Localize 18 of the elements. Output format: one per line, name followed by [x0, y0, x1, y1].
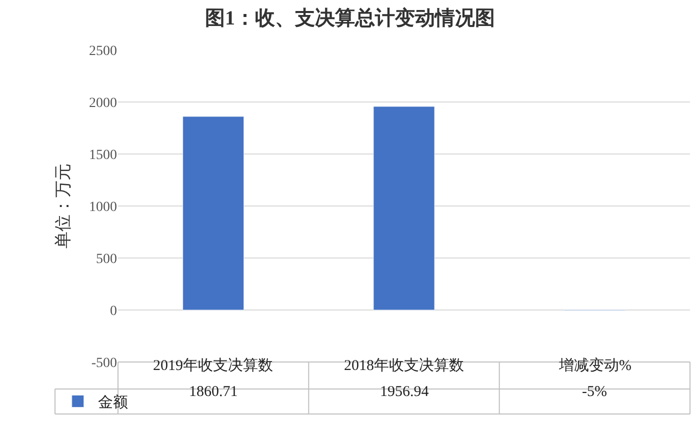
x-tick-label: 2018年收支决算数 — [344, 357, 464, 374]
chart-title: 图1：收、支决算总计变动情况图 — [205, 6, 495, 30]
data-label: 1860.71 — [189, 384, 238, 400]
bar — [182, 116, 244, 310]
y-tick-label: 500 — [96, 252, 117, 267]
x-tick-label: 增减变动% — [558, 357, 632, 374]
y-tick-label: 1500 — [89, 148, 117, 163]
y-tick-label: 1000 — [89, 200, 117, 215]
x-tick-label: 2019年收支决算数 — [153, 357, 273, 374]
y-tick-label: -500 — [91, 356, 117, 371]
data-label: -5% — [582, 384, 607, 400]
y-tick-label: 2000 — [89, 96, 117, 111]
y-tick-label: 2500 — [89, 44, 117, 59]
bar — [373, 106, 435, 310]
y-tick-label: 0 — [110, 304, 117, 319]
legend-label: 金额 — [98, 394, 128, 412]
data-label: 1956.94 — [380, 384, 430, 400]
y-axis-title: 单位：万元 — [54, 164, 73, 248]
